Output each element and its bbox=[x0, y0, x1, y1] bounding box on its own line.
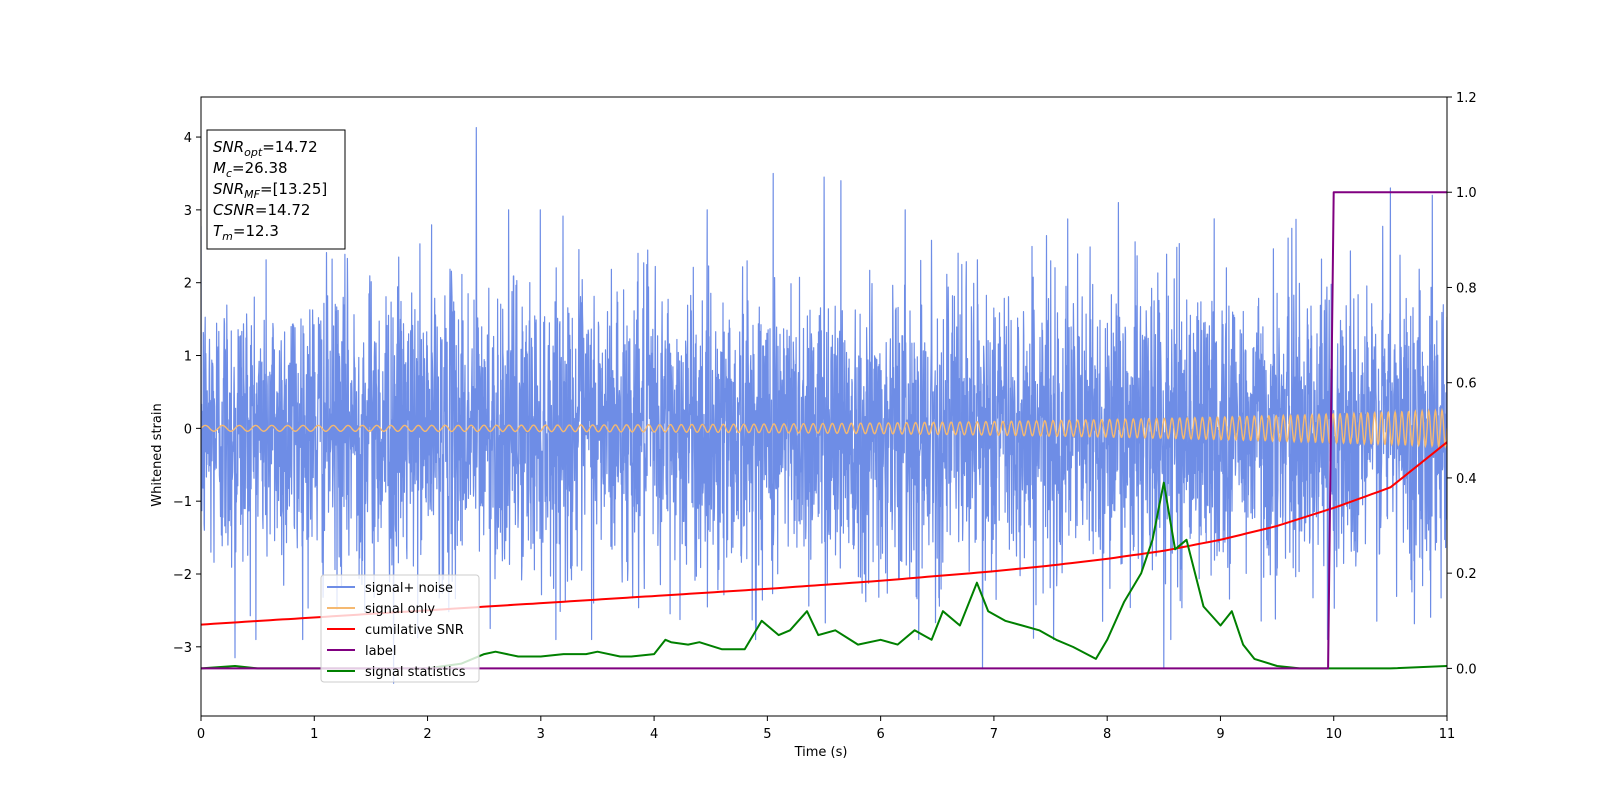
left-tick-label-1: −2 bbox=[173, 568, 192, 583]
annotation-line-4: Tm=12.3 bbox=[213, 222, 279, 243]
left-tick-label-7: 4 bbox=[184, 131, 192, 146]
left-tick-label-6: 3 bbox=[184, 204, 192, 219]
bottom-tick-label-3: 3 bbox=[537, 727, 545, 742]
snr-annotation-box: SNRopt=14.72Mc=26.38SNRMF=[13.25]CSNR=14… bbox=[206, 129, 346, 250]
left-tick-label-4: 1 bbox=[184, 350, 192, 365]
legend-frame bbox=[320, 574, 480, 683]
left-tick-label-3: 0 bbox=[184, 422, 192, 437]
bottom-tick-label-0: 0 bbox=[197, 727, 205, 742]
bottom-tick-label-4: 4 bbox=[650, 727, 658, 742]
bottom-tick-label-9: 9 bbox=[1216, 727, 1224, 742]
bottom-tick-label-8: 8 bbox=[1103, 727, 1111, 742]
annotation-line-0: SNRopt=14.72 bbox=[213, 138, 318, 159]
bottom-tick-label-10: 10 bbox=[1325, 727, 1342, 742]
left-tick-label-5: 2 bbox=[184, 277, 192, 292]
series-signal-statistics-line bbox=[201, 481, 1447, 670]
right-tick-label-2: 0.4 bbox=[1456, 472, 1477, 487]
legend-label-3: label bbox=[365, 644, 396, 659]
bottom-tick-label-11: 11 bbox=[1439, 727, 1456, 742]
series-label-line bbox=[201, 191, 1447, 670]
right-tick-label-6: 1.2 bbox=[1456, 91, 1477, 106]
axes-frame bbox=[200, 96, 1448, 717]
annotation-box-frame bbox=[206, 129, 346, 250]
bottom-tick-label-2: 2 bbox=[423, 727, 431, 742]
legend: signal+ noise signal only cumilative SNR la… bbox=[320, 574, 480, 683]
left-axis-ticks: −3 −2 −1 0 1 2 3 4 bbox=[173, 131, 201, 656]
right-axis-ticks: 0.0 0.2 0.4 0.6 0.8 1.0 1.2 bbox=[1447, 91, 1477, 677]
legend-label-1: signal only bbox=[365, 602, 435, 617]
axes-border bbox=[200, 96, 1448, 717]
bottom-tick-label-5: 5 bbox=[763, 727, 771, 742]
series-signal-noise-line bbox=[201, 127, 1447, 684]
y-axis-label: Whitened strain bbox=[150, 403, 165, 506]
bottom-tick-label-6: 6 bbox=[876, 727, 884, 742]
annotation-line-2: SNRMF=[13.25] bbox=[213, 180, 327, 201]
annotation-line-1: Mc=26.38 bbox=[213, 159, 288, 180]
bottom-tick-label-1: 1 bbox=[310, 727, 318, 742]
left-tick-label-0: −3 bbox=[173, 641, 192, 656]
legend-label-4: signal statistics bbox=[365, 665, 466, 680]
bottom-axis-ticks: 0 1 2 3 4 5 6 7 8 9 10 11 bbox=[197, 716, 1455, 742]
annotation-line-3: CSNR=14.72 bbox=[213, 201, 310, 219]
x-axis-label: Time (s) bbox=[794, 745, 848, 760]
right-tick-label-1: 0.2 bbox=[1456, 567, 1477, 582]
bottom-tick-label-7: 7 bbox=[990, 727, 998, 742]
series-signal-only-line bbox=[201, 407, 1447, 449]
right-tick-label-0: 0.0 bbox=[1456, 662, 1477, 677]
right-tick-label-4: 0.8 bbox=[1456, 281, 1477, 296]
right-tick-label-5: 1.0 bbox=[1456, 186, 1477, 201]
right-tick-label-3: 0.6 bbox=[1456, 377, 1477, 392]
legend-label-2: cumilative SNR bbox=[365, 623, 464, 638]
legend-label-0: signal+ noise bbox=[365, 581, 453, 596]
left-tick-label-2: −1 bbox=[173, 495, 192, 510]
